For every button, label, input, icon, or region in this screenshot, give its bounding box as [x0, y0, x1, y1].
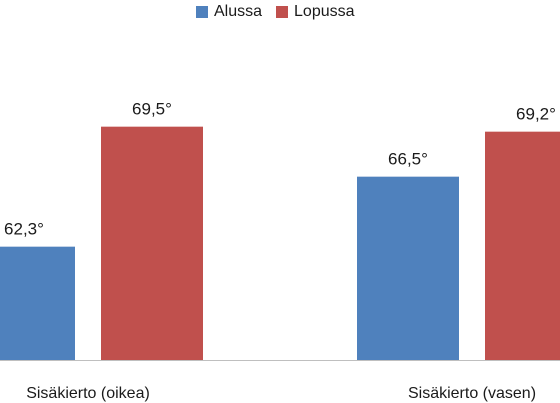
category-label-1: Sisäkierto (vasen)	[408, 385, 536, 402]
legend: Alussa Lopussa	[196, 0, 355, 24]
bar-alussa-0	[0, 246, 75, 360]
data-label-alussa-0: 62,3°	[4, 220, 44, 239]
data-label-lopussa-1: 69,2°	[516, 105, 556, 124]
legend-label-alussa: Alussa	[214, 3, 263, 20]
legend-swatch-lopussa	[276, 6, 289, 18]
legend-item-lopussa: Lopussa	[276, 3, 355, 21]
legend-swatch-alussa	[196, 6, 208, 18]
bar-lopussa-0	[101, 126, 203, 361]
category-label-0: Sisäkierto (oikea)	[26, 385, 150, 402]
legend-item-alussa: Alussa	[196, 3, 262, 21]
bar-alussa-1	[357, 176, 459, 360]
data-label-lopussa-0: 69,5°	[132, 100, 172, 119]
bar-lopussa-1	[485, 131, 560, 360]
data-label-alussa-1: 66,5°	[388, 150, 428, 169]
legend-label-lopussa: Lopussa	[294, 3, 355, 20]
